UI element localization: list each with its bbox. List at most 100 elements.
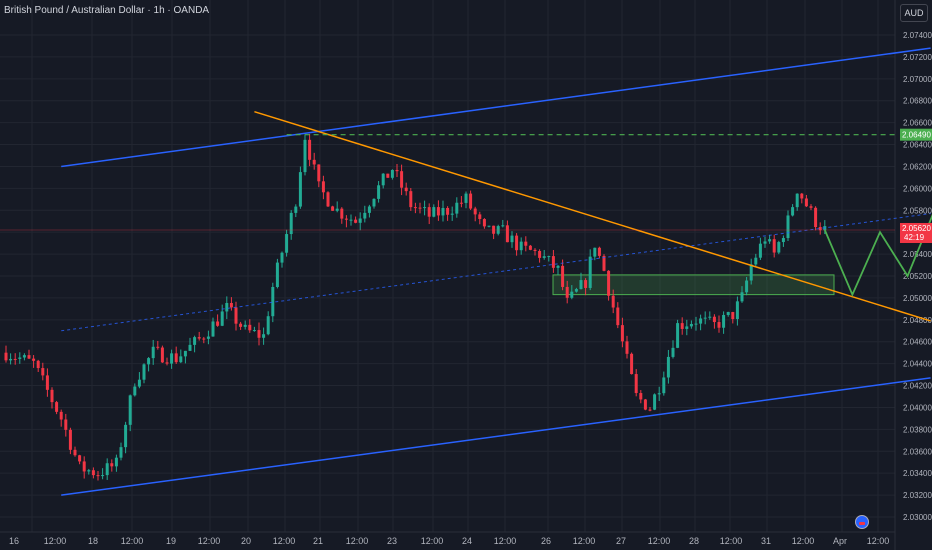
candle-body — [18, 357, 22, 359]
candle-body — [156, 346, 160, 348]
candle-body — [372, 198, 376, 207]
candle-body — [740, 292, 744, 302]
currency-selector-button[interactable]: AUD — [900, 4, 928, 22]
candle-body — [335, 208, 339, 211]
candle-body — [386, 173, 390, 178]
price-tick-label: 2.06400 — [903, 141, 932, 150]
candle-body — [423, 207, 427, 209]
candle-body — [427, 207, 431, 217]
candle-body — [50, 389, 54, 403]
candle-body — [685, 326, 689, 329]
candle-body — [804, 198, 808, 207]
candle-body — [473, 208, 477, 215]
candle-body — [459, 202, 463, 204]
price-tick-label: 2.04600 — [903, 338, 932, 347]
candle-body — [349, 219, 353, 221]
candle-body — [436, 207, 440, 216]
time-tick-label: 28 — [689, 536, 699, 546]
candle-body — [786, 215, 790, 239]
candle-body — [27, 355, 31, 359]
candle-body — [634, 374, 638, 394]
candle-body — [257, 330, 261, 338]
time-tick-label: 12:00 — [648, 536, 671, 546]
candle-body — [418, 207, 422, 209]
candle-body — [597, 247, 601, 256]
candle-body — [59, 411, 63, 420]
candle-body — [510, 235, 514, 243]
time-tick-label: 12:00 — [273, 536, 296, 546]
time-tick-label: 12:00 — [494, 536, 517, 546]
candle-body — [666, 356, 670, 378]
candle-body — [312, 159, 316, 165]
channel-upper-line[interactable] — [61, 47, 931, 168]
price-tick-label: 2.03600 — [903, 447, 932, 456]
candle-body — [464, 193, 468, 203]
candle-body — [722, 314, 726, 328]
candle-body — [64, 419, 68, 430]
candle-body — [174, 353, 178, 363]
candle-body — [317, 164, 321, 182]
candle-body — [735, 301, 739, 320]
candle-body — [800, 193, 804, 199]
candle-body — [579, 280, 583, 290]
candle-body — [676, 323, 680, 348]
channel-lower-line[interactable] — [61, 377, 931, 496]
descending-trendline[interactable] — [254, 110, 931, 322]
candle-body — [450, 213, 454, 215]
candle-body — [809, 206, 813, 208]
candle-body — [758, 243, 762, 258]
candle-body — [515, 235, 519, 251]
candle-body — [777, 242, 781, 253]
time-tick-label: 23 — [387, 536, 397, 546]
candle-body — [772, 239, 776, 253]
candle-body — [478, 214, 482, 220]
candle-body — [197, 337, 201, 339]
candle-body — [519, 241, 523, 251]
candle-body — [588, 256, 592, 288]
price-tick-label: 2.07000 — [903, 75, 932, 84]
candle-body — [13, 358, 17, 360]
candle-body — [234, 307, 238, 324]
candle-body — [574, 289, 578, 292]
price-tick-label: 2.07200 — [903, 53, 932, 62]
candle-body — [505, 225, 509, 243]
candle-body — [142, 364, 146, 380]
candle-body — [128, 395, 132, 425]
candle-body — [556, 265, 560, 268]
candle-body — [413, 207, 417, 209]
candle-body — [206, 336, 210, 339]
time-tick-label: 26 — [541, 536, 551, 546]
candle-body — [441, 207, 445, 216]
candle-body — [717, 322, 721, 328]
candle-body — [390, 169, 394, 178]
price-tick-label: 2.07400 — [903, 31, 932, 40]
candle-body — [818, 227, 822, 231]
candle-body — [248, 324, 252, 331]
time-tick-label: 12:00 — [720, 536, 743, 546]
candle-body — [542, 256, 546, 258]
candle-body — [9, 358, 13, 361]
candle-body — [781, 238, 785, 243]
time-tick-label: 19 — [166, 536, 176, 546]
candle-body — [795, 193, 799, 208]
candle-body — [814, 207, 818, 228]
candle-body — [653, 394, 657, 410]
tradingview-logo-icon[interactable] — [855, 515, 869, 529]
support-zone[interactable] — [552, 274, 835, 296]
price-tick-label: 2.06800 — [903, 97, 932, 106]
candle-body — [469, 193, 473, 209]
symbol-title[interactable]: British Pound / Australian Dollar · 1h ·… — [4, 5, 210, 16]
candle-body — [344, 218, 348, 220]
bar-countdown-label: 42:19 — [904, 233, 925, 242]
candle-body — [726, 312, 730, 315]
candle-body — [381, 173, 385, 186]
candle-body — [754, 257, 758, 265]
candle-body — [289, 212, 293, 235]
price-tick-label: 2.06600 — [903, 119, 932, 128]
candle-body — [561, 265, 565, 287]
candle-body — [708, 316, 712, 318]
channel-mid-line[interactable] — [61, 213, 931, 332]
candle-body — [285, 234, 289, 253]
time-tick-label: 18 — [88, 536, 98, 546]
